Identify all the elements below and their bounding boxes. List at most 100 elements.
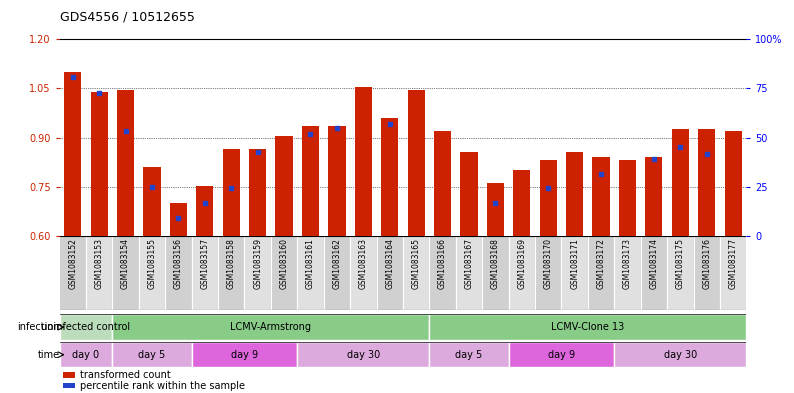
Text: GDS4556 / 10512655: GDS4556 / 10512655 — [60, 11, 195, 24]
Text: GSM1083174: GSM1083174 — [649, 238, 658, 289]
Bar — [430, 314, 746, 340]
Bar — [276, 136, 293, 236]
Bar — [91, 92, 108, 236]
Text: GSM1083155: GSM1083155 — [148, 238, 156, 289]
Bar — [615, 342, 746, 367]
Text: GSM1083153: GSM1083153 — [94, 238, 104, 289]
Text: GSM1083165: GSM1083165 — [411, 238, 421, 289]
Bar — [222, 149, 240, 236]
Bar — [113, 314, 430, 340]
Bar — [535, 236, 561, 310]
Text: day 30: day 30 — [347, 350, 380, 360]
Bar — [297, 342, 430, 367]
Bar — [641, 236, 667, 310]
Bar — [249, 149, 266, 236]
Text: GSM1083154: GSM1083154 — [121, 238, 130, 289]
Bar — [63, 383, 75, 388]
Bar — [144, 167, 160, 236]
Bar — [482, 236, 509, 310]
Bar — [60, 236, 86, 310]
Text: GSM1083163: GSM1083163 — [359, 238, 368, 289]
Bar — [566, 152, 584, 236]
Bar — [64, 72, 81, 236]
Bar — [329, 126, 345, 236]
Bar — [191, 342, 297, 367]
Text: GSM1083156: GSM1083156 — [174, 238, 183, 289]
Text: day 30: day 30 — [664, 350, 697, 360]
Bar — [271, 236, 297, 310]
Bar — [588, 236, 615, 310]
Bar — [165, 236, 191, 310]
Bar — [297, 236, 324, 310]
Bar — [725, 131, 742, 236]
Bar — [513, 170, 530, 236]
Text: LCMV-Clone 13: LCMV-Clone 13 — [551, 322, 625, 332]
Bar — [487, 184, 504, 236]
Text: percentile rank within the sample: percentile rank within the sample — [80, 381, 245, 391]
Bar — [170, 203, 187, 236]
Bar — [407, 90, 425, 236]
Bar — [615, 236, 641, 310]
Bar — [720, 236, 746, 310]
Text: GSM1083177: GSM1083177 — [729, 238, 738, 289]
Text: day 5: day 5 — [456, 350, 483, 360]
Bar — [196, 186, 214, 236]
Text: GSM1083166: GSM1083166 — [438, 238, 447, 289]
Bar — [245, 236, 271, 310]
Bar — [646, 157, 662, 236]
Text: GSM1083167: GSM1083167 — [464, 238, 473, 289]
Bar — [113, 236, 139, 310]
Text: GSM1083160: GSM1083160 — [279, 238, 288, 289]
Text: uninfected control: uninfected control — [41, 322, 130, 332]
Text: GSM1083176: GSM1083176 — [702, 238, 711, 289]
Bar — [139, 236, 165, 310]
Text: day 0: day 0 — [72, 350, 99, 360]
Bar — [540, 160, 557, 236]
Bar — [430, 342, 509, 367]
Text: transformed count: transformed count — [80, 370, 171, 380]
Bar — [592, 157, 610, 236]
Bar — [113, 342, 191, 367]
Bar — [117, 90, 134, 236]
Bar — [191, 236, 218, 310]
Bar — [456, 236, 482, 310]
Text: GSM1083171: GSM1083171 — [570, 238, 579, 289]
Bar — [350, 236, 376, 310]
Bar — [60, 314, 113, 340]
Text: day 9: day 9 — [231, 350, 258, 360]
Text: GSM1083152: GSM1083152 — [68, 238, 77, 289]
Bar — [381, 118, 399, 236]
Bar — [434, 131, 451, 236]
Bar — [355, 87, 372, 236]
Text: GSM1083168: GSM1083168 — [491, 238, 500, 289]
Bar — [698, 129, 715, 236]
Text: GSM1083158: GSM1083158 — [227, 238, 236, 289]
Bar — [461, 152, 477, 236]
Bar — [667, 236, 693, 310]
Bar — [509, 342, 615, 367]
Text: time: time — [37, 350, 60, 360]
Text: GSM1083164: GSM1083164 — [385, 238, 395, 289]
Text: GSM1083162: GSM1083162 — [333, 238, 341, 289]
Text: GSM1083169: GSM1083169 — [518, 238, 526, 289]
Bar — [430, 236, 456, 310]
Text: GSM1083159: GSM1083159 — [253, 238, 262, 289]
Bar — [86, 236, 113, 310]
Bar — [218, 236, 245, 310]
Text: GSM1083170: GSM1083170 — [544, 238, 553, 289]
Bar — [561, 236, 588, 310]
Bar — [619, 160, 636, 236]
Bar — [403, 236, 430, 310]
Bar — [672, 129, 689, 236]
Bar — [302, 126, 319, 236]
Text: GSM1083172: GSM1083172 — [596, 238, 606, 289]
Bar — [324, 236, 350, 310]
Bar — [509, 236, 535, 310]
Text: day 5: day 5 — [138, 350, 166, 360]
Bar — [63, 373, 75, 378]
Bar — [693, 236, 720, 310]
Text: GSM1083161: GSM1083161 — [306, 238, 315, 289]
Text: infection: infection — [17, 322, 60, 332]
Bar — [60, 342, 113, 367]
Bar — [376, 236, 403, 310]
